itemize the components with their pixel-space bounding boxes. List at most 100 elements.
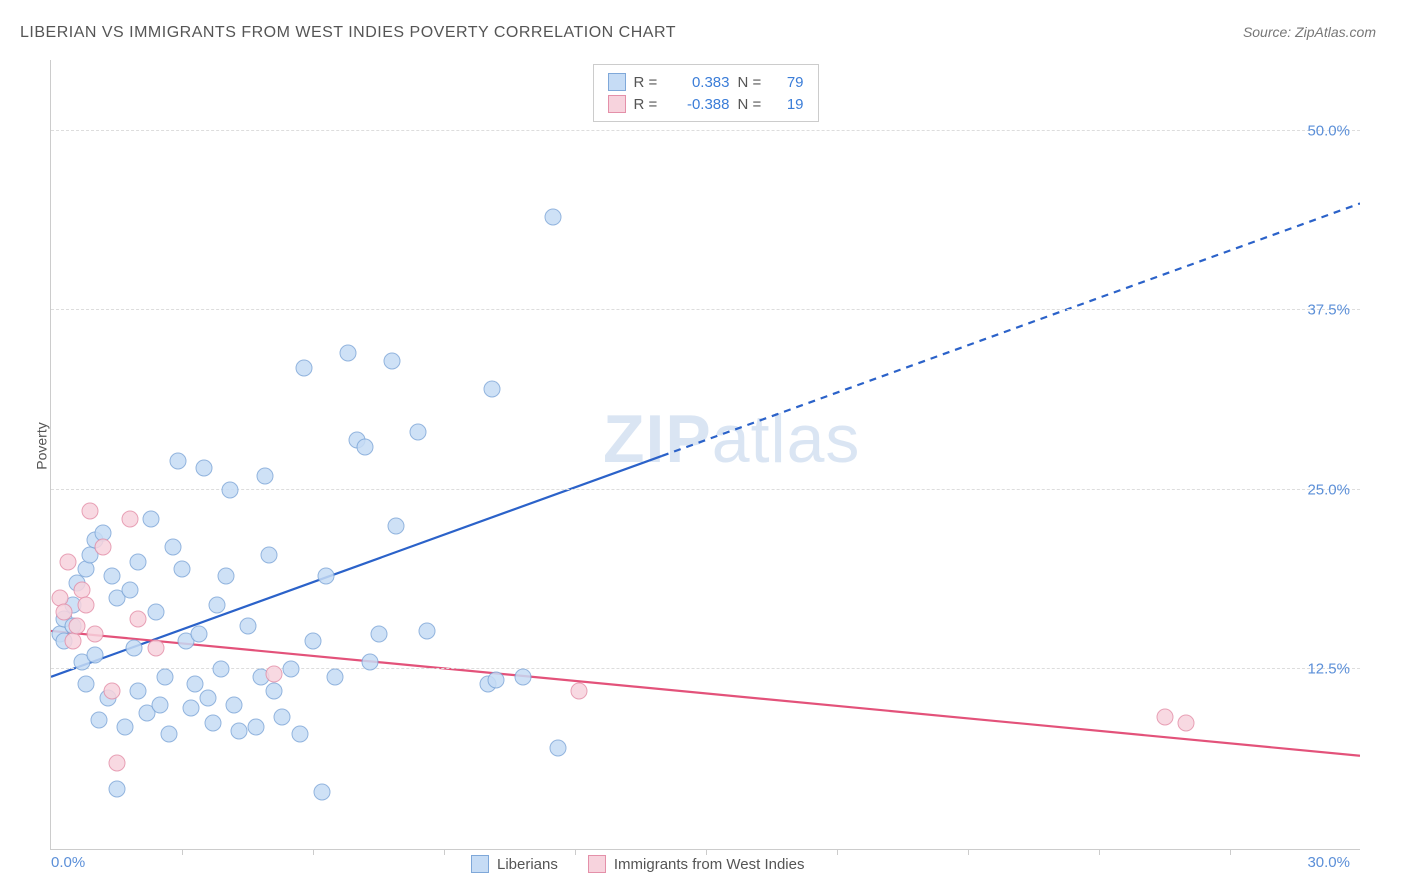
scatter-point [383, 352, 400, 369]
scatter-point [195, 460, 212, 477]
scatter-point [549, 740, 566, 757]
scatter-point [326, 668, 343, 685]
scatter-point [357, 438, 374, 455]
source-attribution: Source: ZipAtlas.com [1243, 24, 1376, 40]
scatter-point [174, 560, 191, 577]
scatter-point [95, 539, 112, 556]
chart-title: LIBERIAN VS IMMIGRANTS FROM WEST INDIES … [20, 24, 676, 42]
scatter-point [291, 726, 308, 743]
scatter-point [418, 622, 435, 639]
watermark-bold: ZIP [603, 401, 712, 477]
scatter-point [488, 671, 505, 688]
scatter-point [130, 611, 147, 628]
scatter-point [191, 625, 208, 642]
scatter-point [318, 568, 335, 585]
x-tick-mark [968, 849, 969, 855]
scatter-point [165, 539, 182, 556]
scatter-point [283, 661, 300, 678]
scatter-point [121, 582, 138, 599]
trend-line-dashed [662, 203, 1360, 455]
scatter-point [104, 683, 121, 700]
stat-row: R =-0.388N =19 [608, 93, 804, 115]
x-tick-mark [1230, 849, 1231, 855]
legend-swatch [608, 73, 626, 91]
trend-line-solid [51, 631, 1360, 756]
watermark-rest: atlas [712, 401, 861, 477]
scatter-point [265, 683, 282, 700]
scatter-point [545, 209, 562, 226]
x-tick-mark [182, 849, 183, 855]
x-tick-max: 30.0% [1307, 854, 1350, 871]
scatter-point [86, 647, 103, 664]
scatter-point [409, 424, 426, 441]
scatter-point [147, 639, 164, 656]
n-label: N = [738, 74, 766, 91]
gridline [51, 668, 1360, 669]
scatter-point [104, 568, 121, 585]
scatter-point [213, 661, 230, 678]
r-value: -0.388 [670, 96, 730, 113]
scatter-point [387, 517, 404, 534]
scatter-point [130, 553, 147, 570]
legend-swatch [608, 95, 626, 113]
gridline [51, 489, 1360, 490]
scatter-point [64, 632, 81, 649]
scatter-point [200, 690, 217, 707]
scatter-point [182, 700, 199, 717]
x-tick-mark [706, 849, 707, 855]
x-tick-mark [1099, 849, 1100, 855]
n-value: 19 [774, 96, 804, 113]
scatter-point [230, 723, 247, 740]
n-label: N = [738, 96, 766, 113]
scatter-point [222, 481, 239, 498]
scatter-point [305, 632, 322, 649]
scatter-point [77, 675, 94, 692]
scatter-point [261, 546, 278, 563]
legend-item: Immigrants from West Indies [588, 855, 805, 873]
scatter-point [60, 553, 77, 570]
scatter-point [156, 668, 173, 685]
correlation-stat-box: R =0.383N =79R =-0.388N =19 [593, 64, 819, 122]
x-tick-mark [837, 849, 838, 855]
scatter-point [121, 510, 138, 527]
chart-area: ZIPatlas R =0.383N =79R =-0.388N =19 0.0… [50, 60, 1360, 850]
scatter-point [248, 718, 265, 735]
gridline [51, 309, 1360, 310]
scatter-point [187, 675, 204, 692]
gridline [51, 130, 1360, 131]
scatter-point [265, 665, 282, 682]
watermark: ZIPatlas [603, 400, 860, 478]
x-tick-mark [313, 849, 314, 855]
plot-region: ZIPatlas R =0.383N =79R =-0.388N =19 0.0… [50, 60, 1360, 850]
scatter-point [274, 708, 291, 725]
scatter-point [256, 467, 273, 484]
scatter-point [82, 503, 99, 520]
scatter-point [108, 754, 125, 771]
scatter-point [69, 618, 86, 635]
scatter-point [86, 625, 103, 642]
scatter-point [339, 345, 356, 362]
scatter-point [361, 654, 378, 671]
scatter-point [147, 604, 164, 621]
x-tick-mark [444, 849, 445, 855]
scatter-point [143, 510, 160, 527]
scatter-point [125, 639, 142, 656]
scatter-point [56, 604, 73, 621]
scatter-point [239, 618, 256, 635]
scatter-point [77, 596, 94, 613]
y-tick-label: 25.0% [1307, 481, 1350, 498]
legend-swatch [471, 855, 489, 873]
r-label: R = [634, 74, 662, 91]
scatter-point [160, 726, 177, 743]
scatter-point [514, 668, 531, 685]
legend-label: Immigrants from West Indies [614, 856, 805, 873]
y-axis-label: Poverty [34, 422, 50, 469]
r-value: 0.383 [670, 74, 730, 91]
scatter-point [1156, 708, 1173, 725]
stat-row: R =0.383N =79 [608, 71, 804, 93]
scatter-point [152, 697, 169, 714]
scatter-point [117, 718, 134, 735]
scatter-point [91, 711, 108, 728]
scatter-point [130, 683, 147, 700]
y-tick-label: 37.5% [1307, 302, 1350, 319]
